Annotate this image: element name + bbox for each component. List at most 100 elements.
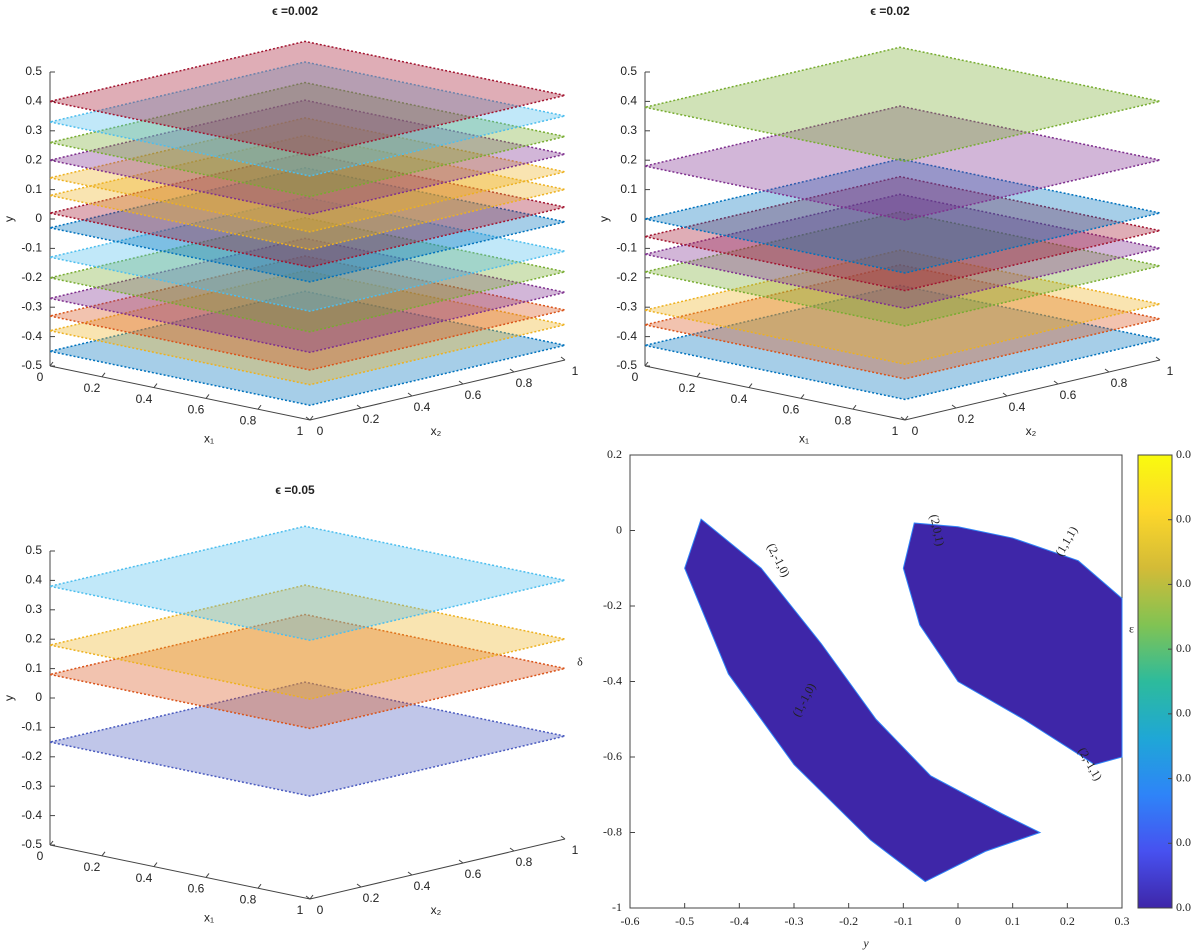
y-tick-label: -0.5 [616,358,637,372]
layer [644,284,1161,401]
y-tick-label: -0.3 [616,299,637,313]
x1-tick-label: 0 [632,370,639,384]
y-tick-label: -0.2 [616,270,637,284]
x-tick-label: 0 [955,914,961,928]
x2-tick [305,895,311,900]
x1-label: x₁ [799,431,809,445]
x1-tick [644,361,649,367]
x2-label: x₂ [1026,424,1037,438]
x-label: y [862,936,869,950]
x1-tick [748,383,753,388]
x2-tick-label: 0.2 [363,891,380,905]
y-tick-label: -0.5 [21,837,42,851]
x2-tick-label: 0.4 [414,879,431,893]
x2-tick [1053,380,1059,385]
panel: ϵ =0.05 -0.5 -0.4 -0.3 -0.2 -0.1 0 0.1 0.2 0.3 0.4… [2,483,578,924]
x2-tick-label: 0.8 [516,376,533,390]
x2-tick [1104,368,1110,373]
x1-tick [205,873,210,878]
x-tick-label: -0.4 [730,914,749,928]
y-tick-label: -0.2 [21,270,42,284]
layer [644,105,1161,221]
y-tick-label: -0.1 [21,241,42,255]
annotation: (1,1,1) [1052,524,1080,559]
x1-tick [153,862,158,867]
colorbar-tick-label: 0.02 [1176,835,1191,849]
x2-tick [1155,356,1161,361]
x2-tick-label: 1 [1167,364,1174,378]
y-tick-label: -0.3 [21,299,42,313]
y-tick-label: 0.1 [25,661,42,675]
layer [49,237,566,354]
y-tick-label: -0.3 [21,778,42,792]
colorbar-label: ε [1129,621,1134,635]
x1-tick [257,404,262,410]
x1-tick [800,394,805,399]
x2-tick-label: 0.4 [1009,400,1026,414]
x2-tick-label: 1 [572,843,579,857]
y-tick-label: -0.4 [21,808,42,822]
scatter-region [684,518,1042,883]
x1-label: x₁ [204,431,214,445]
x1-tick [852,404,857,410]
panel-title: ϵ =0.05 [275,483,315,497]
y-tick-label: -0.4 [603,673,622,687]
x1-tick-label: 0.2 [84,860,101,874]
x2-tick-label: 0 [317,424,324,438]
layer [49,81,566,198]
x2-label: x₂ [431,903,442,917]
layer [644,193,1161,310]
layer [49,269,566,386]
panel: ϵ =0.002 -0.5 -0.4 -0.3 -0.2 -0.1 0 0.1 0.2 0.3 0.… [2,4,578,445]
x2-tick [1002,392,1008,397]
colorbar [1137,454,1173,909]
x2-tick-label: 0.6 [465,867,482,881]
layer [49,613,566,730]
y-tick-label: -0.4 [21,329,42,343]
layer [49,40,566,157]
x2-tick-label: 0.8 [1111,376,1128,390]
y-tick-label: 0.2 [25,152,42,166]
x-tick-label: -0.3 [785,914,804,928]
x2-tick [356,883,362,888]
layer [644,158,1161,274]
x1-tick-label: 0.4 [136,871,153,885]
x1-tick-label: 0 [37,849,44,863]
x-tick-label: -0.2 [839,914,858,928]
x2-tick-label: 0.6 [1060,388,1077,402]
y-tick-label: 0.4 [25,94,42,108]
x2-tick [356,404,362,409]
panel-title: ϵ =0.002 [272,4,318,18]
x1-tick-label: 0.2 [679,381,696,395]
layer [644,264,1161,380]
y-tick-label: -1 [612,900,622,914]
x1-tick-label: 0.2 [84,381,101,395]
x1-tick [101,851,106,857]
layer [49,61,566,177]
x-tick-label: -0.6 [621,914,640,928]
y-label: δ [577,654,583,668]
panel-title: ϵ =0.02 [870,4,910,18]
colorbar-tick-label: 0.035 [1176,641,1191,655]
x1-tick [153,383,158,388]
y-tick-label: -0.6 [603,749,622,763]
x1-tick-label: 0.4 [136,392,153,406]
y-tick-label: -0.8 [603,824,622,838]
y-tick-label: -0.4 [616,329,637,343]
x1-tick-label: 0.6 [188,403,205,417]
x2-tick [560,356,566,361]
x1-tick-label: 0 [37,370,44,384]
y-tick-label: 0.5 [25,64,42,78]
x1-tick-label: 1 [297,903,304,917]
x1-tick [49,361,54,367]
y-tick-label: 0.2 [607,447,622,461]
x2-tick [560,835,566,840]
colorbar-tick-label: 0.04 [1176,576,1191,590]
x1-tick [309,415,314,421]
x1-tick [205,394,210,399]
x1-tick [696,372,701,378]
y-tick-label: -0.2 [21,749,42,763]
panel: ϵ =0.02 -0.5 -0.4 -0.3 -0.2 -0.1 0 0.1 0.2 0.3 0.4… [597,4,1173,445]
